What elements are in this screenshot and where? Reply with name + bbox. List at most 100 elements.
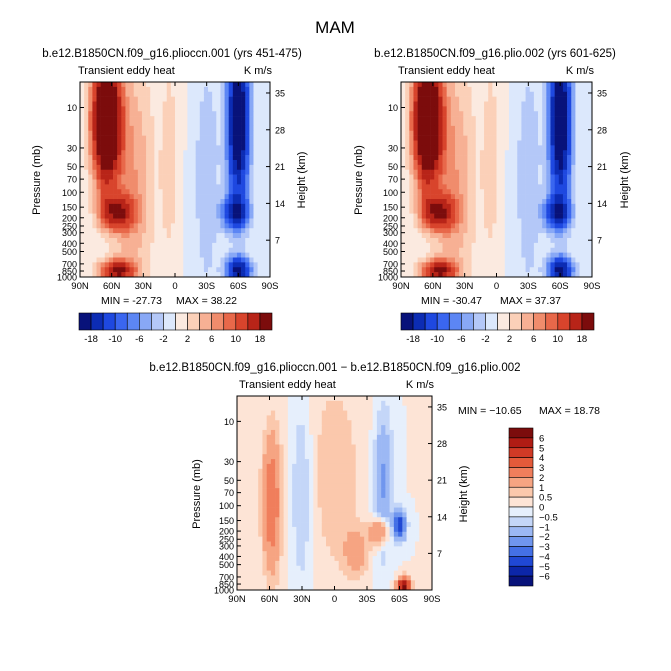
field-cell [261,106,267,112]
panel-1-ylabel: Pressure (mb) [31,145,43,215]
field-cell [554,145,560,151]
y-tick-label: 10 [67,103,77,113]
field-cell [265,213,271,219]
field-cell [88,272,93,278]
field-cell [402,507,407,513]
field-cell [409,184,414,190]
field-cell [125,218,130,224]
field-cell [296,449,301,455]
field-cell [405,106,410,112]
field-cell [279,463,284,470]
field-cell [579,130,584,136]
field-cell [423,449,429,455]
colorbar-label: 10 [553,334,564,345]
field-cell [141,218,147,224]
field-cell [492,272,497,278]
field-cell [454,213,460,219]
field-cell [571,116,576,122]
field-cell [279,459,284,465]
field-cell [338,507,344,513]
field-cell [191,140,196,146]
field-cell [80,169,85,175]
field-cell [326,425,331,431]
field-cell [442,160,447,166]
field-cell [376,497,382,503]
field-cell [150,199,155,205]
field-cell [121,267,126,273]
field-cell [175,140,180,146]
field-cell [321,429,327,436]
field-cell [137,135,143,141]
field-cell [554,223,560,229]
field-cell [137,199,143,205]
field-cell [351,449,356,455]
field-cell [492,252,497,258]
field-cell [438,169,443,175]
field-cell [216,130,221,136]
field-cell [241,454,246,460]
field-cell [475,145,481,151]
field-cell [179,199,184,205]
field-cell [423,502,429,508]
field-cell [364,507,369,513]
field-cell [417,174,423,180]
field-cell [525,174,531,180]
field-cell [133,179,139,185]
field-cell [166,86,172,93]
field-cell [100,145,106,151]
field-cell [208,199,213,205]
field-cell [321,459,327,465]
field-cell [150,242,155,249]
field-cell [463,252,468,258]
field-cell [500,164,506,171]
field-cell [228,228,234,234]
field-cell [409,208,414,214]
field-cell [249,502,255,508]
field-cell [166,233,172,239]
field-cell [513,203,518,210]
field-cell [533,218,539,224]
field-cell [517,233,522,239]
field-cell [364,483,369,489]
field-cell [484,189,489,195]
field-cell [187,125,192,132]
field-cell [228,160,234,166]
field-cell [459,194,464,200]
field-cell [80,96,85,102]
field-cell [484,213,489,219]
field-cell [309,396,314,402]
field-cell [342,454,348,460]
field-cell [517,189,522,195]
field-cell [92,238,97,244]
field-cell [405,247,410,253]
field-cell [170,218,176,224]
field-cell [402,449,407,455]
field-cell [270,400,276,406]
field-cell [393,463,399,470]
field-cell [245,116,250,122]
panel-diff: b.e12.B1850CN.f09_g16.plioccn.001 − b.e1… [149,362,600,605]
field-cell [236,96,242,102]
field-cell [571,199,576,205]
field-cell [158,111,163,117]
field-cell [571,135,576,141]
field-cell [245,454,251,460]
field-cell [542,223,547,229]
field-cell [475,247,481,253]
field-cell [261,96,267,102]
field-cell [450,199,456,205]
field-cell [496,203,501,210]
field-cell [228,267,234,273]
field-cell [220,150,225,156]
field-cell [304,483,310,489]
field-cell [488,125,493,132]
field-cell [179,111,184,117]
field-cell [372,497,378,503]
field-cell [347,444,352,450]
season-title: MAM [315,18,355,37]
field-cell [454,145,460,151]
field-cell [496,130,501,136]
field-cell [376,400,382,406]
colorbar-label: 18 [577,334,588,345]
field-cell [376,396,382,402]
